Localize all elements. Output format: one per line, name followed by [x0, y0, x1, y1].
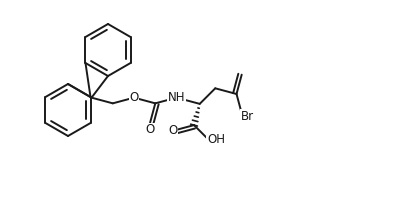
- Text: Br: Br: [241, 110, 253, 123]
- Text: O: O: [168, 124, 177, 137]
- Text: O: O: [145, 123, 154, 136]
- Text: O: O: [129, 91, 138, 104]
- Text: OH: OH: [207, 133, 225, 146]
- Text: NH: NH: [167, 91, 185, 104]
